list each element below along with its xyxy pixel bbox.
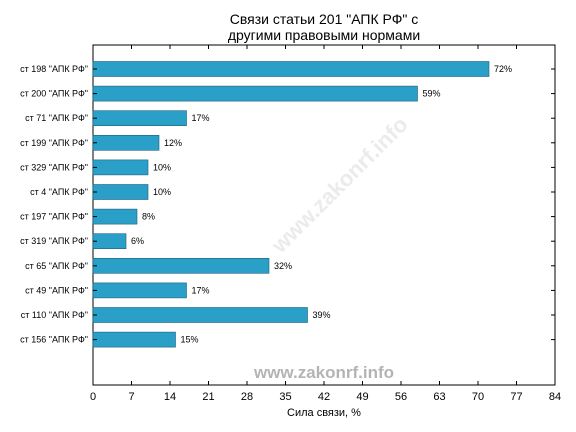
category-label: ст 319 "АПК РФ" [20, 236, 88, 246]
bar [92, 257, 270, 274]
value-labels: 72% 59% 17% 12% 10% 10% 8% 6% 32% 17% 39% 15% [131, 64, 512, 345]
bar [92, 61, 490, 77]
bar [92, 307, 308, 323]
x-tick-label: 77 [510, 391, 522, 403]
value-label: 8% [142, 212, 155, 222]
bar [92, 233, 127, 249]
category-label: ст 4 "АПК РФ" [30, 187, 88, 197]
bar [92, 135, 160, 151]
x-axis-label: Сила связи, % [287, 407, 361, 419]
watermark: www.zakonrf.info [253, 363, 394, 382]
value-label: 10% [153, 187, 171, 197]
bar [92, 331, 176, 348]
value-label: 6% [131, 236, 144, 246]
x-tick-label: 14 [164, 391, 176, 403]
bar [92, 159, 149, 176]
value-label: 17% [192, 285, 210, 295]
chart-title-line-2: другими правовыми нормами [228, 27, 420, 43]
value-label: 10% [153, 162, 171, 172]
value-label: 17% [192, 113, 210, 123]
x-tick-label: 63 [433, 391, 445, 403]
bar [92, 184, 149, 200]
category-label: ст 65 "АПК РФ" [25, 261, 88, 271]
x-tick-label: 84 [549, 391, 561, 403]
bars-group [92, 61, 490, 348]
bar [92, 208, 138, 225]
category-label: ст 198 "АПК РФ" [20, 64, 88, 74]
bar [92, 85, 418, 102]
x-axis-ticks: 0 7 14 21 28 35 42 49 56 63 70 77 84 [90, 45, 561, 403]
category-label: ст 199 "АПК РФ" [20, 138, 88, 148]
value-label: 32% [274, 261, 292, 271]
x-tick-label: 56 [395, 391, 407, 403]
category-labels: ст 198 "АПК РФ" ст 200 "АПК РФ" ст 71 "АПК… [20, 64, 555, 345]
watermark-diagonal: www.zakonrf.info [266, 112, 413, 259]
x-tick-label: 70 [472, 391, 484, 403]
chart-title-line-1: Связи статьи 201 "АПК РФ" с [230, 11, 418, 27]
x-tick-label: 0 [90, 391, 96, 403]
category-label: ст 197 "АПК РФ" [20, 212, 88, 222]
category-label: ст 329 "АПК РФ" [20, 162, 88, 172]
category-label: ст 110 "АПК РФ" [21, 310, 88, 320]
bar [92, 110, 187, 126]
x-tick-label: 35 [279, 391, 291, 403]
category-label: ст 49 "АПК РФ" [25, 285, 88, 295]
x-tick-label: 21 [202, 391, 214, 403]
x-tick-label: 28 [241, 391, 253, 403]
value-label: 72% [494, 64, 512, 74]
value-label: 39% [313, 310, 331, 320]
value-label: 12% [164, 138, 182, 148]
category-label: ст 156 "АПК РФ" [20, 335, 88, 345]
x-tick-label: 42 [318, 391, 330, 403]
value-label: 59% [423, 89, 441, 99]
category-label: ст 71 "АПК РФ" [25, 113, 88, 123]
value-label: 15% [181, 335, 199, 345]
x-tick-label: 7 [128, 391, 134, 403]
x-tick-label: 49 [356, 391, 368, 403]
category-label: ст 200 "АПК РФ" [20, 89, 88, 99]
bar [92, 282, 187, 299]
